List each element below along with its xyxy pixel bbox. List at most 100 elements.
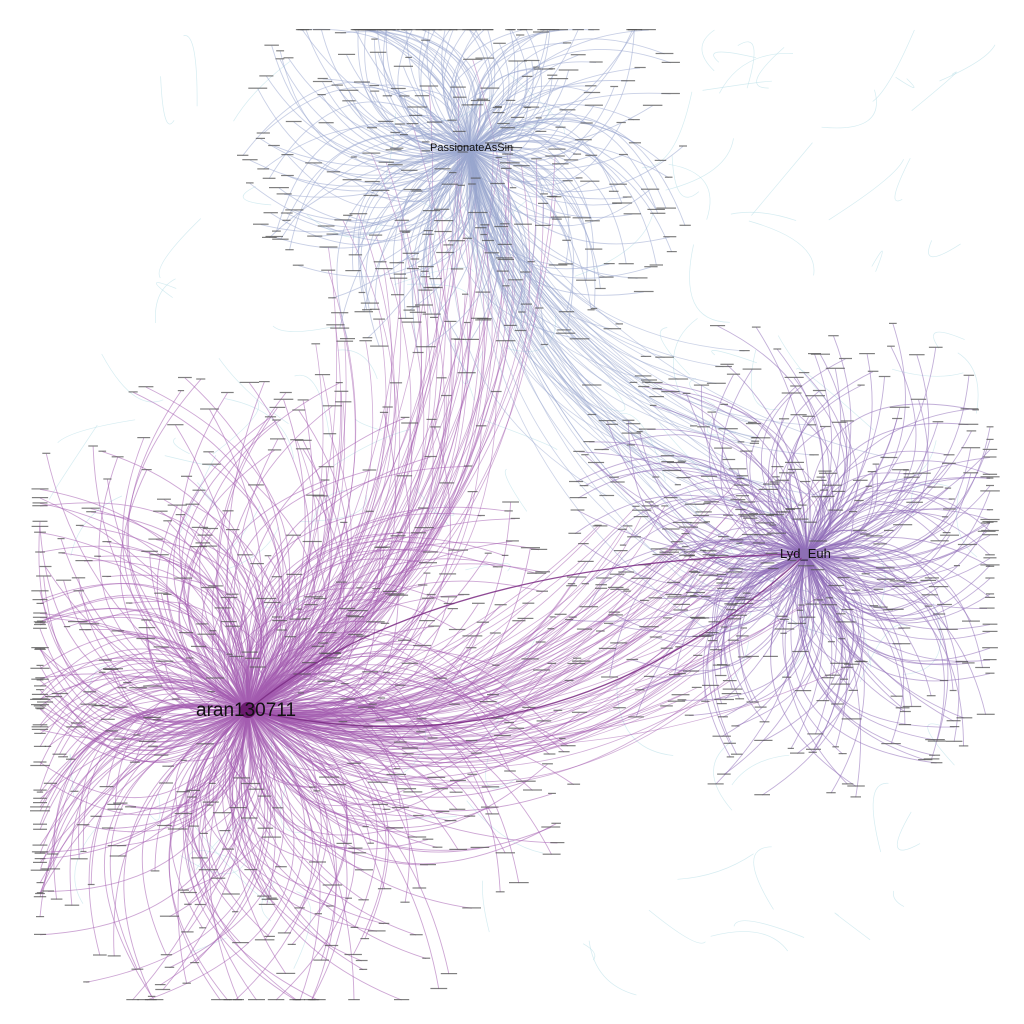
hub-edge [469, 149, 601, 289]
leaf-node [681, 546, 689, 548]
leaf-node [191, 645, 207, 647]
leaf-node [322, 405, 342, 407]
leaf-node [34, 623, 46, 626]
hub-edge [805, 511, 946, 555]
leaf-node [436, 251, 454, 254]
leaf-node [925, 739, 945, 741]
hub-edge [469, 149, 633, 218]
leaf-node [921, 594, 938, 596]
leaf-node [147, 995, 156, 997]
leaf-node [340, 698, 355, 700]
leaf-node [616, 121, 626, 124]
leaf-node [718, 716, 728, 718]
leaf-node [31, 488, 49, 490]
leaf-node [889, 322, 897, 324]
hub-edge [805, 422, 969, 555]
peripheral-edge [479, 418, 558, 451]
leaf-node [825, 597, 833, 599]
leaf-node [840, 420, 854, 422]
leaf-node [736, 478, 745, 480]
leaf-node [649, 636, 663, 638]
leaf-node [617, 528, 627, 530]
leaf-node [800, 480, 811, 483]
leaf-node [900, 710, 911, 713]
peripheral-edge [719, 53, 794, 94]
leaf-node [745, 423, 761, 425]
leaf-node [582, 384, 602, 386]
hub-edge [247, 614, 561, 711]
leaf-node [343, 214, 353, 216]
leaf-node [548, 148, 566, 150]
leaf-node [649, 396, 664, 398]
leaf-node [245, 657, 261, 659]
hub-edge [469, 80, 629, 151]
leaf-node [354, 29, 368, 31]
leaf-node [944, 487, 952, 489]
leaf-node [107, 955, 121, 957]
leaf-node [939, 679, 949, 682]
leaf-node [669, 674, 680, 676]
leaf-node [808, 540, 828, 542]
hub-node-passionateassin[interactable] [467, 147, 473, 153]
hub-edge [247, 709, 440, 989]
leaf-node [986, 593, 995, 595]
leaf-node [585, 220, 600, 222]
leaf-node [188, 825, 199, 827]
leaf-node [318, 122, 334, 124]
leaf-node [508, 60, 527, 62]
hub-edge [247, 59, 509, 711]
leaf-node [356, 635, 370, 637]
leaf-node [722, 688, 743, 690]
leaf-node [567, 583, 576, 585]
leaf-node [548, 792, 556, 794]
leaf-node [311, 645, 325, 647]
hub-edge [247, 391, 497, 711]
leaf-node [103, 668, 123, 670]
hub-edge [805, 553, 897, 697]
hub-edge [247, 555, 693, 721]
leaf-node [623, 213, 641, 215]
hub-edge [247, 656, 753, 783]
leaf-node [264, 935, 275, 937]
leaf-node [536, 720, 552, 722]
leaf-node [309, 786, 316, 788]
leaf-node [942, 462, 956, 464]
hub-edge [469, 149, 634, 384]
hub-node-lyd-euh[interactable] [800, 548, 812, 560]
peripheral-edge [74, 823, 100, 904]
hub-edge [467, 149, 668, 463]
leaf-node [474, 29, 494, 31]
leaf-node [163, 593, 172, 595]
leaf-node [490, 390, 502, 393]
leaf-node [930, 540, 949, 542]
hub-edge [230, 709, 377, 932]
hub-edge [469, 149, 794, 510]
leaf-node [185, 503, 200, 505]
leaf-node [751, 326, 761, 328]
leaf-node [622, 196, 632, 198]
hub-edge [583, 462, 807, 555]
leaf-node [516, 34, 525, 36]
leaf-node [272, 238, 289, 240]
leaf-node [33, 896, 47, 898]
leaf-node [292, 409, 306, 411]
leaf-node [812, 389, 826, 392]
hub-edge [641, 510, 807, 558]
leaf-node [985, 672, 995, 674]
leaf-node [942, 516, 949, 518]
leaf-node [125, 806, 136, 808]
leaf-node [876, 567, 895, 569]
leaf-node [579, 485, 589, 487]
leaf-node [293, 673, 311, 675]
hub-edge [600, 541, 807, 586]
leaf-node [264, 44, 279, 46]
leaf-node [909, 354, 925, 356]
leaf-node [362, 309, 372, 311]
leaf-node [373, 261, 387, 263]
leaf-node [782, 676, 792, 678]
leaf-node [472, 602, 485, 604]
leaf-node [618, 571, 635, 573]
leaf-node [723, 514, 734, 516]
leaf-node [638, 385, 650, 388]
hub-node-aran130711[interactable] [240, 702, 256, 718]
